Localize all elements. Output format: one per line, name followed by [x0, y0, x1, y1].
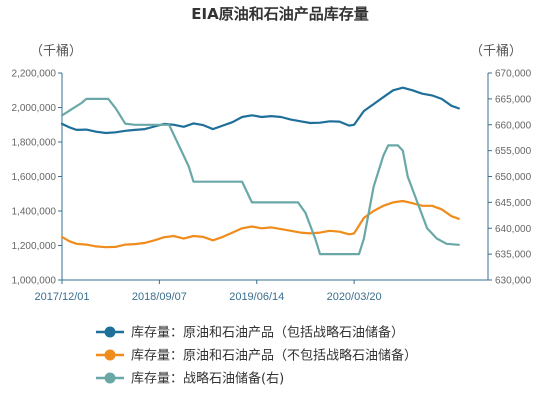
right-tick-label: 650,000 — [495, 172, 532, 183]
left-tick-label: 1,800,000 — [12, 138, 57, 149]
series-line-excl_spr — [60, 199, 460, 249]
left-tick-label: 2,000,000 — [12, 103, 57, 114]
right-tick-label: 660,000 — [495, 120, 532, 131]
x-tick-label: 2020/03/20 — [327, 291, 382, 303]
legend: 库存量：原油和石油产品（包括战略石油储备） 库存量：原油和石油产品（不包括战略石油… — [96, 325, 417, 387]
right-tick-label: 655,000 — [495, 146, 532, 157]
x-axis: 2017/12/01 2018/09/07 2019/06/14 2020/03/20 — [34, 280, 382, 303]
chart-title: EIA原油和石油产品库存量 — [191, 5, 368, 23]
legend-label-spr: 库存量：战略石油储备(右) — [131, 371, 284, 387]
series-line-spr — [60, 97, 460, 256]
series-line-incl_spr — [60, 86, 460, 135]
left-tick-label: 1,000,000 — [12, 276, 57, 287]
x-tick-label: 2017/12/01 — [34, 291, 89, 303]
right-tick-label: 630,000 — [495, 276, 532, 287]
left-tick-label: 2,200,000 — [12, 69, 57, 80]
legend-label-incl_spr: 库存量：原油和石油产品（包括战略石油储备） — [131, 325, 404, 341]
series-lines — [60, 86, 460, 256]
right-tick-label: 640,000 — [495, 224, 532, 235]
axes — [61, 73, 489, 281]
right-tick-label: 645,000 — [495, 198, 532, 209]
left-tick-label: 1,200,000 — [12, 241, 57, 252]
right-y-axis: 670,000 665,000 660,000 655,000 650,000 645,0… — [488, 69, 532, 287]
left-tick-label: 1,600,000 — [12, 172, 57, 183]
right-axis-unit: （千桶） — [470, 44, 522, 59]
x-tick-label: 2019/06/14 — [229, 291, 284, 303]
x-tick-label: 2018/09/07 — [132, 291, 187, 303]
left-y-axis: 2,200,000 2,000,000 1,800,000 1,600,000 1,40… — [12, 69, 62, 287]
legend-marker-spr — [104, 372, 116, 384]
left-axis-unit: （千桶） — [30, 44, 82, 59]
legend-marker-incl_spr — [104, 326, 116, 338]
left-tick-label: 1,400,000 — [12, 207, 57, 218]
right-tick-label: 665,000 — [495, 94, 532, 105]
right-tick-label: 635,000 — [495, 250, 532, 261]
legend-marker-excl_spr — [104, 349, 116, 361]
legend-label-excl_spr: 库存量：原油和石油产品（不包括战略石油储备） — [131, 348, 417, 364]
right-tick-label: 670,000 — [495, 69, 532, 80]
